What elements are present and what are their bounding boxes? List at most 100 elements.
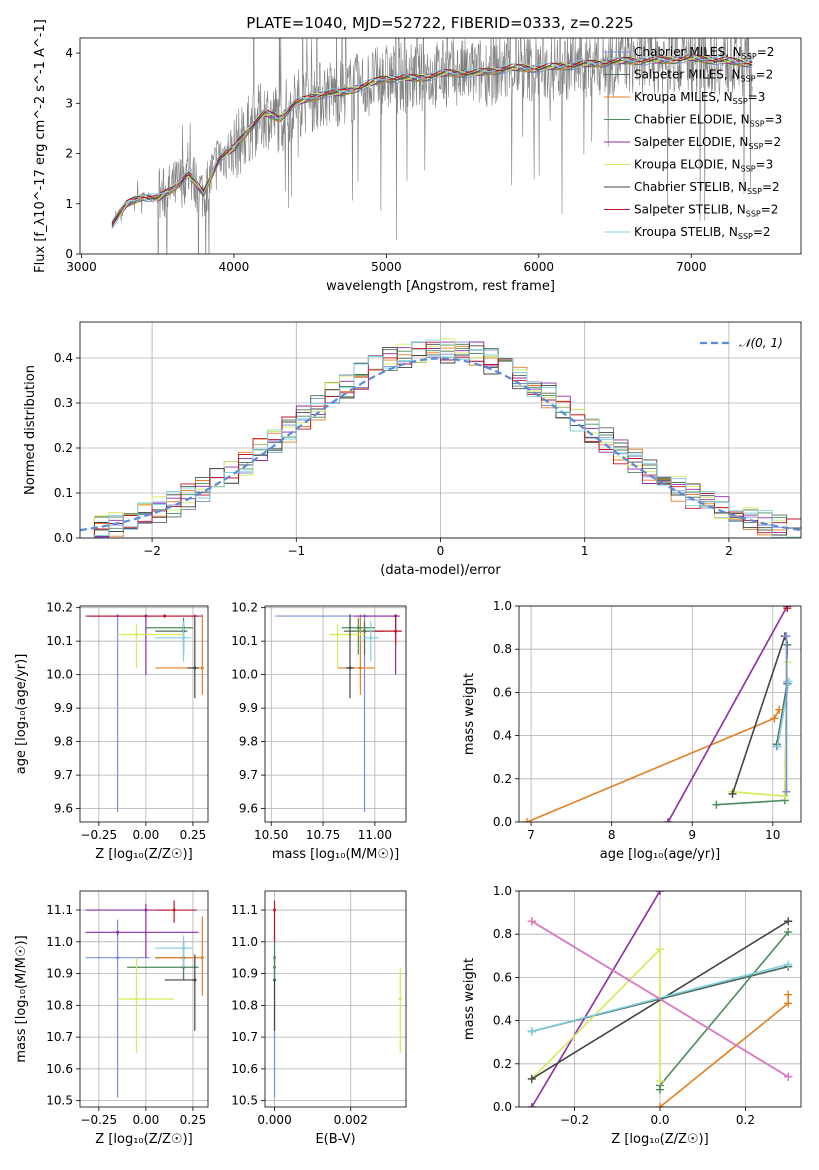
y-tick-label: 0.2 <box>54 441 73 455</box>
y-tick-label: 9.8 <box>239 735 258 749</box>
y-tick-label: 10.7 <box>231 1030 258 1044</box>
weight-marker <box>527 917 536 926</box>
x-tick-label: 0.002 <box>334 1113 368 1127</box>
legend-subscript: SSP <box>748 142 763 151</box>
legend-subscript: SSP <box>742 52 757 61</box>
weight-line-1 <box>776 683 789 745</box>
plot-area <box>275 614 402 812</box>
data-point <box>336 632 340 636</box>
y-tick-label: 0.4 <box>493 729 512 743</box>
legend-subscript: SSP <box>738 232 753 241</box>
legend-model-name: Chabrier MILES, N <box>634 45 742 59</box>
y-tick-label: 10.6 <box>231 1062 258 1076</box>
plot-area <box>111 38 753 254</box>
weight-marker <box>664 818 673 822</box>
weight-marker <box>784 928 793 937</box>
y-tick-label: 11.1 <box>46 903 73 917</box>
x-axis-label: E(B-V) <box>315 1132 355 1147</box>
weight-line-9 <box>531 920 789 1078</box>
y-axis-label: mass weight <box>462 958 477 1040</box>
y-tick-label: 10.1 <box>231 634 258 648</box>
x-tick-label: 10 <box>765 828 780 842</box>
weight-marker <box>656 1103 664 1107</box>
weight-marker <box>782 632 791 641</box>
x-axis-label: (data-model)/error <box>380 563 501 578</box>
model-spectrum-6 <box>111 54 753 226</box>
y-tick-label: 0.8 <box>493 927 512 941</box>
weight-marker <box>784 960 793 969</box>
legend-nssp: =2 <box>753 225 771 239</box>
legend-subscript: SSP <box>741 75 756 84</box>
age-vs-mass-panel: 10.50 10.75 11.00 9.6 9.7 9.8 9.9 10.0 10.1 10.2 m… <box>231 601 407 862</box>
y-tick-label: 0.3 <box>54 396 73 410</box>
residuals-panel: −2 −1 0 1 2 0.0 0.1 0.2 0.3 0.4 (data-model)/error… <box>23 321 802 578</box>
weight-marker <box>728 789 737 798</box>
data-point <box>394 629 398 633</box>
y-tick-label: 0.0 <box>493 815 512 829</box>
data-point <box>273 908 277 912</box>
weight-marker <box>783 658 792 667</box>
x-tick-label: −0.2 <box>560 1113 589 1127</box>
y-tick-label: 10.1 <box>46 634 73 648</box>
y-tick-label: 0.0 <box>54 531 73 545</box>
weight-marker <box>780 792 789 801</box>
plot-area <box>523 606 793 822</box>
data-point <box>116 956 120 960</box>
y-tick-label: 1 <box>65 197 73 211</box>
legend-model-name: Kroupa MILES, N <box>634 90 733 104</box>
x-tick-label: −0.25 <box>80 1113 117 1127</box>
legend-label: Chabrier MILES, NSSP=2 <box>634 45 774 61</box>
weight-marker <box>523 818 532 822</box>
y-axis-label: mass [log₁₀(M/M☉)] <box>14 935 29 1062</box>
x-tick-label: −0.25 <box>80 828 117 842</box>
legend-label: Chabrier ELODIE, NSSP=3 <box>634 113 782 129</box>
weight-line-4 <box>531 891 661 1107</box>
legend-nssp: =2 <box>756 68 774 82</box>
data-point <box>144 908 148 912</box>
x-tick-label: 11.00 <box>358 828 392 842</box>
y-tick-label: 10.0 <box>46 668 73 682</box>
x-tick-label: 1 <box>581 544 589 558</box>
legend-nssp: =2 <box>762 180 780 194</box>
legend-nssp: =3 <box>765 113 783 127</box>
y-tick-label: 0.8 <box>493 642 512 656</box>
legend-subscript: SSP <box>750 120 765 129</box>
y-tick-label: 0.4 <box>493 1014 512 1028</box>
y-tick-label: 0.1 <box>54 486 73 500</box>
grid-lines <box>265 891 406 1107</box>
plot-area <box>527 891 793 1107</box>
grid-lines <box>80 606 208 822</box>
x-tick-label: 0.00 <box>133 828 160 842</box>
data-point <box>363 629 367 633</box>
y-tick-label: 10.5 <box>231 1094 258 1108</box>
data-point <box>134 997 138 1001</box>
weight-marker <box>783 640 792 649</box>
weight-marker <box>527 1103 536 1107</box>
y-axis-label: mass weight <box>462 673 477 755</box>
data-point <box>358 666 362 670</box>
legend-nssp: =3 <box>748 90 766 104</box>
y-tick-label: 10.9 <box>231 967 258 981</box>
age-vs-metallicity-panel: −0.25 0.00 0.25 9.6 9.7 9.8 9.9 10.0 10.1 10.2 Z [… <box>14 601 209 862</box>
y-tick-label: 0.6 <box>493 970 512 984</box>
weight-marker <box>656 1077 664 1086</box>
weight-marker <box>656 891 664 895</box>
weight-marker <box>527 1074 536 1083</box>
y-tick-label: 11.1 <box>231 903 258 917</box>
legend-model-name: Kroupa ELODIE, N <box>634 158 741 172</box>
y-axis-label: Normed distribution <box>23 365 38 495</box>
legend-model-name: Chabrier STELIB, N <box>634 180 747 194</box>
weight-vs-age-panel: 7 8 9 10 0.0 0.2 0.4 0.6 0.8 1.0 age [log₁₀(age/yr… <box>462 599 802 862</box>
weight-line-4 <box>667 606 789 822</box>
axes-frame <box>518 605 802 823</box>
y-tick-label: 9.6 <box>239 802 258 816</box>
y-tick-label: 0.4 <box>54 351 73 365</box>
x-axis-label: mass [log₁₀(M/M☉)] <box>272 847 399 862</box>
y-tick-label: 9.7 <box>54 768 73 782</box>
weight-marker <box>712 800 721 809</box>
axes-frame <box>79 37 802 255</box>
axes-frame <box>264 605 407 823</box>
legend-label: Salpeter ELODIE, NSSP=2 <box>634 135 781 151</box>
legend-nssp: =2 <box>757 45 775 59</box>
normal-curve <box>80 357 801 532</box>
